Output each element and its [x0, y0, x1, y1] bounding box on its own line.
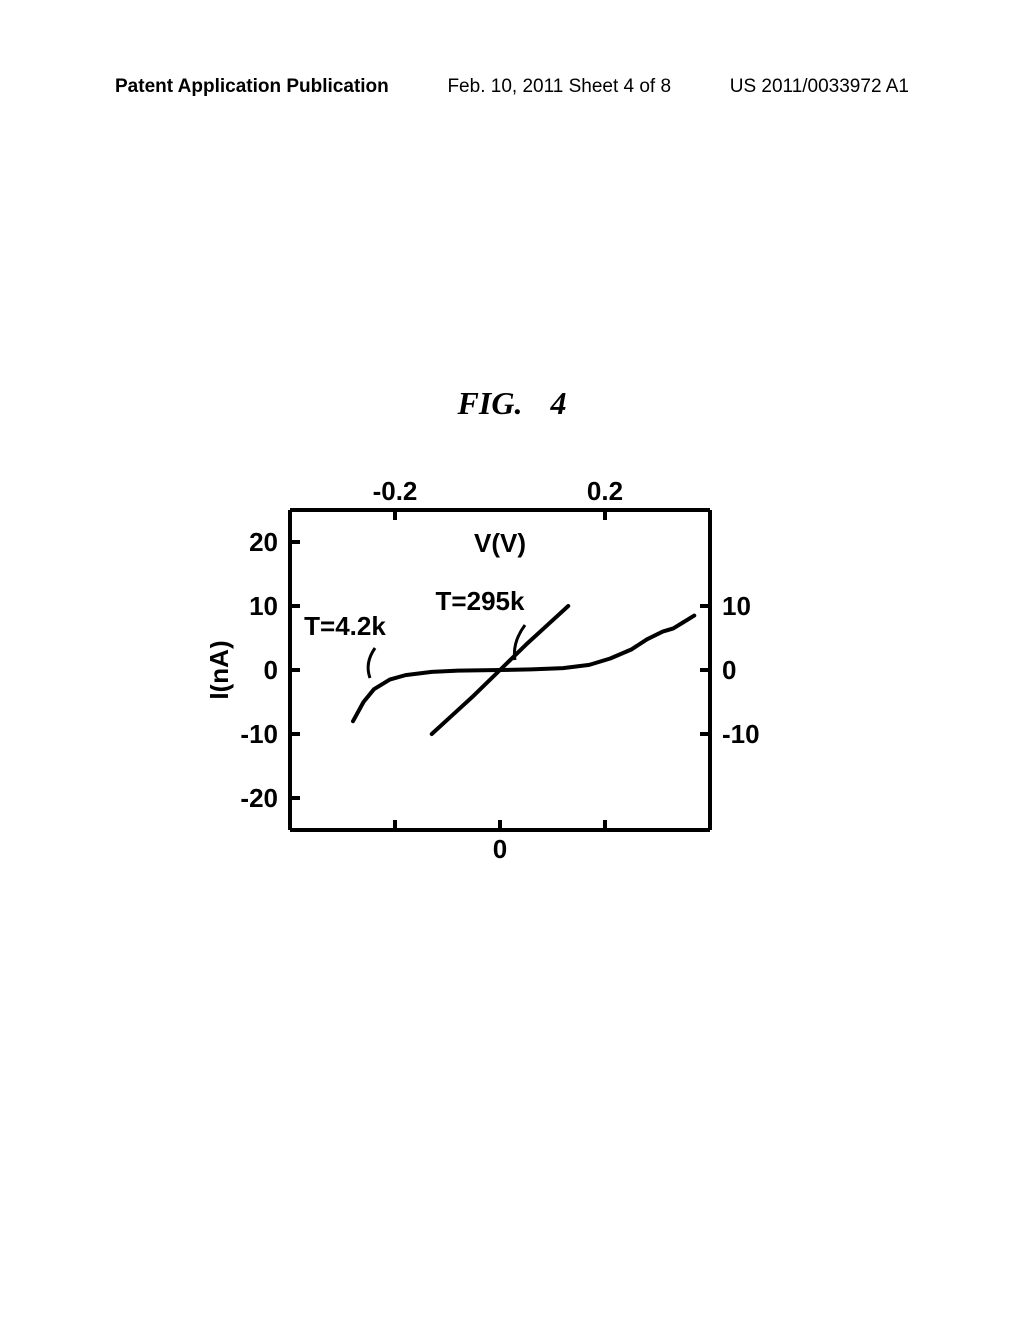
- svg-text:0.2: 0.2: [587, 480, 623, 506]
- svg-text:-10: -10: [722, 719, 760, 749]
- figure-title: FIG. 4: [458, 385, 567, 422]
- chart-svg: 20 10 0 -10 -20 10 0 -10 -0.2 0.2 0 V(V) I(nA) T=295k…: [210, 480, 770, 900]
- svg-text:0: 0: [264, 655, 278, 685]
- header-right: US 2011/0033972 A1: [730, 76, 909, 98]
- svg-text:-0.2: -0.2: [373, 480, 418, 506]
- svg-text:-20: -20: [240, 783, 278, 813]
- header-left: Patent Application Publication: [115, 76, 389, 98]
- svg-text:0: 0: [493, 834, 507, 864]
- svg-text:T=295k: T=295k: [436, 586, 525, 616]
- svg-text:10: 10: [722, 591, 751, 621]
- svg-text:-10: -10: [240, 719, 278, 749]
- svg-text:V(V): V(V): [474, 528, 526, 558]
- svg-text:0: 0: [722, 655, 736, 685]
- svg-text:20: 20: [249, 527, 278, 557]
- figure-title-number: 4: [550, 385, 566, 421]
- svg-text:10: 10: [249, 591, 278, 621]
- iv-chart: 20 10 0 -10 -20 10 0 -10 -0.2 0.2 0 V(V) I(nA) T=295k…: [210, 480, 770, 900]
- header-center: Feb. 10, 2011 Sheet 4 of 8: [447, 76, 671, 98]
- page-header: Patent Application Publication Feb. 10, …: [0, 76, 1024, 98]
- figure-title-prefix: FIG.: [458, 385, 523, 421]
- svg-text:T=4.2k: T=4.2k: [304, 611, 386, 641]
- svg-text:I(nA): I(nA): [210, 640, 234, 699]
